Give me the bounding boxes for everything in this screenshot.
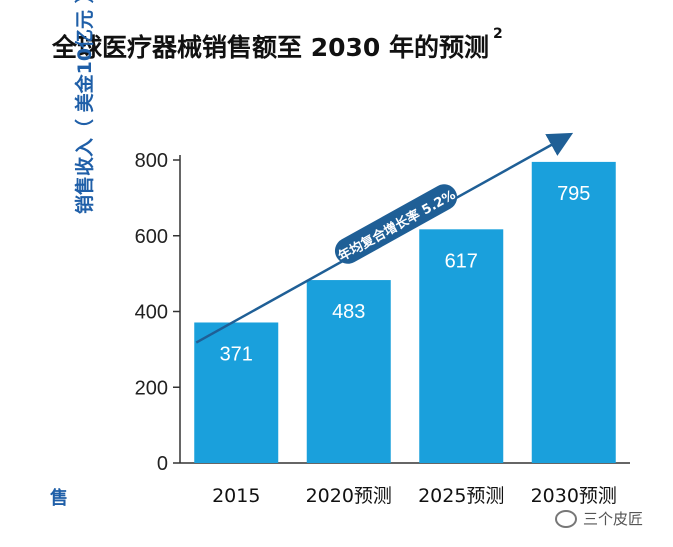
x-tick-label: 2015 <box>212 485 260 507</box>
data-label: 483 <box>332 301 365 323</box>
y-tick-label: 600 <box>135 226 168 248</box>
bar <box>531 161 616 464</box>
data-label: 371 <box>220 343 253 365</box>
y-tick-label: 800 <box>135 150 168 172</box>
x-tick-label: 2020预测 <box>306 485 392 507</box>
x-tick-label: 2025预测 <box>418 485 504 507</box>
y-tick-label: 200 <box>135 377 168 399</box>
chart-title: 全球医疗器械销售额至 2030 年的预测 2 <box>52 26 503 64</box>
y-tick-label: 400 <box>135 302 168 324</box>
y-tick-label: 0 <box>157 453 168 475</box>
bar <box>419 229 504 463</box>
bar <box>306 280 391 463</box>
margin-text-fragment: 售 <box>50 488 68 509</box>
data-label: 617 <box>445 250 478 272</box>
watermark: 三个皮匠 <box>555 508 643 529</box>
data-label: 795 <box>557 183 590 205</box>
wechat-icon <box>555 509 577 528</box>
footnote-marker: 2 <box>493 26 503 42</box>
x-tick-label: 2030预测 <box>531 485 617 507</box>
bar <box>194 322 279 463</box>
cagr-badge-background <box>334 184 458 264</box>
watermark-text: 三个皮匠 <box>583 510 644 528</box>
chart-title-text: 全球医疗器械销售额至 2030 年的预测 <box>52 33 489 62</box>
